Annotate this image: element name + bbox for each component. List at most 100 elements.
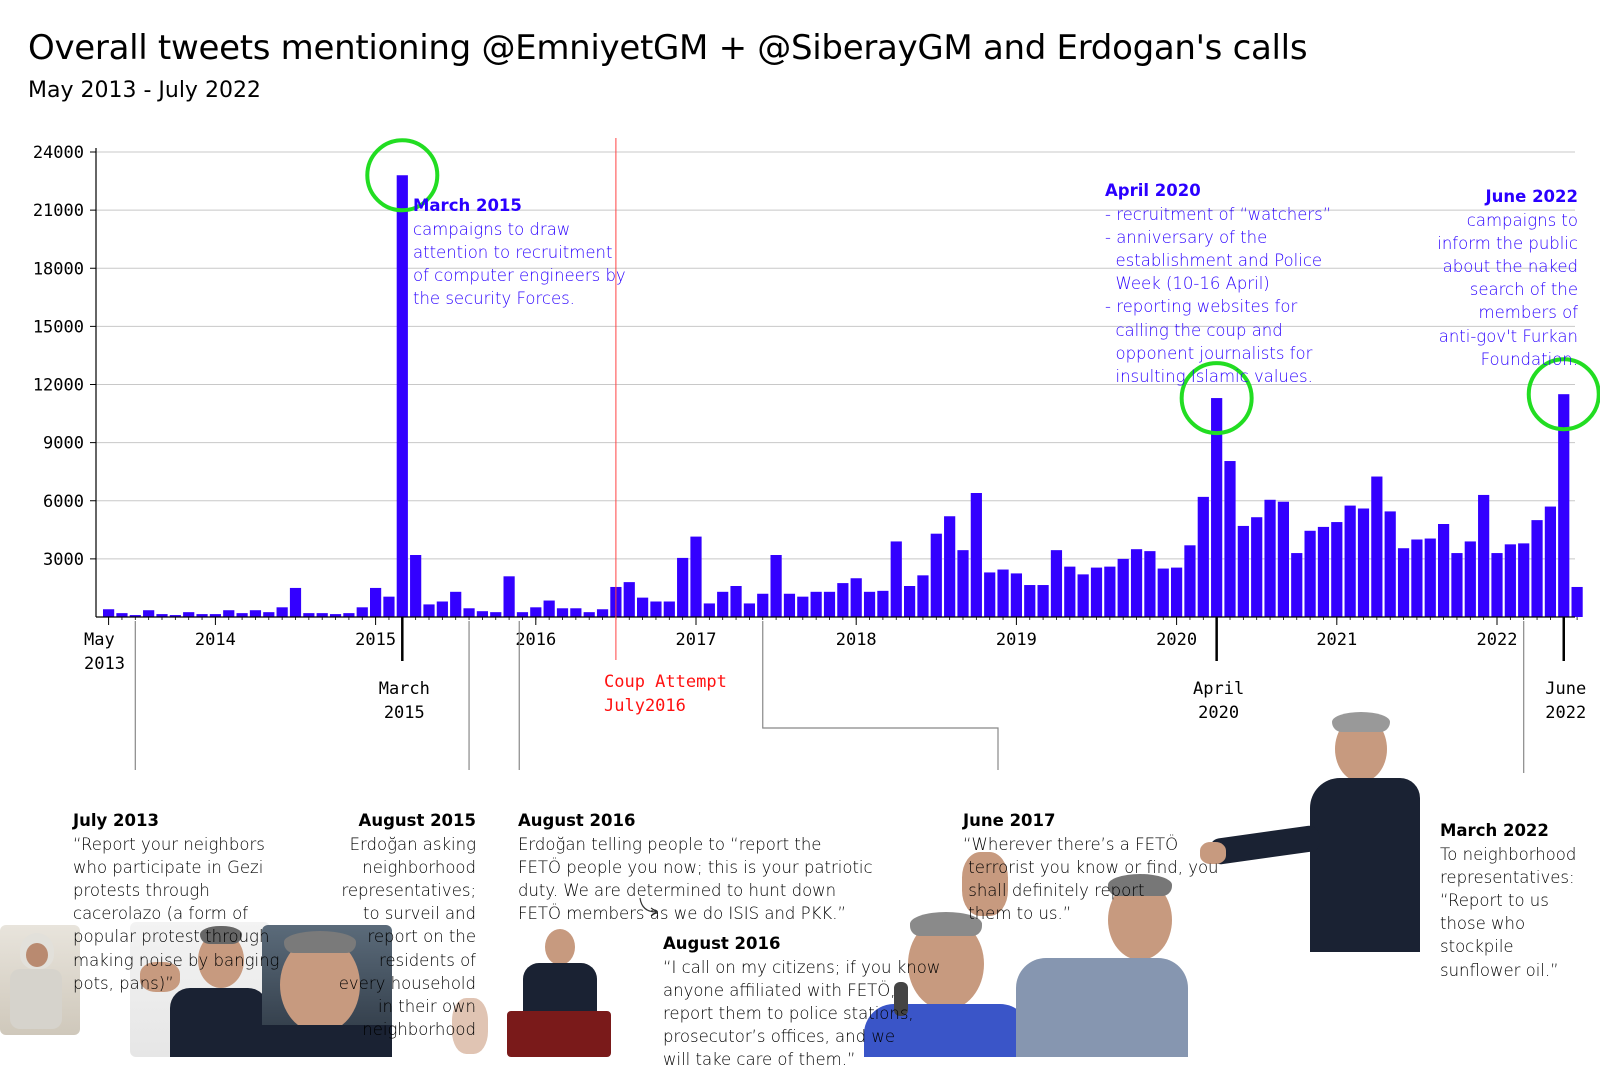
annotation-head: June 2022 (1485, 187, 1579, 207)
bar (1157, 568, 1169, 617)
x-tick-label-line: 2014 (195, 630, 236, 650)
bar (997, 569, 1009, 617)
highlight-label-line: 2022 (1545, 703, 1586, 723)
bar (837, 583, 849, 617)
bar (1397, 548, 1410, 617)
bar (1117, 558, 1129, 617)
highlight-circle (1526, 357, 1600, 432)
bar (890, 541, 902, 617)
bar (543, 600, 555, 617)
bar (930, 533, 942, 617)
bar (877, 590, 889, 617)
bar (1384, 511, 1396, 617)
bar (209, 614, 221, 617)
bar (1451, 553, 1463, 617)
bar (1491, 553, 1503, 617)
bar (1090, 567, 1103, 617)
bar (503, 576, 515, 617)
x-tick-label: 2020 (1156, 630, 1197, 650)
bar (530, 607, 542, 617)
highlight-label: April 2020 (1193, 679, 1244, 723)
bar (663, 601, 675, 617)
bar (1544, 506, 1556, 617)
annotation-body: “I call on my citizens; if you know anyo… (663, 957, 941, 1070)
annotation-body: Erdoğan telling people to “report the FE… (518, 834, 873, 924)
bar (383, 596, 395, 617)
bar (1371, 476, 1383, 617)
bar (169, 615, 181, 617)
annotation-june-2017: June 2017 “Wherever there’s a FETÖ terror… (963, 763, 1219, 925)
bar (303, 613, 315, 617)
chart-subtitle: May 2013 - July 2022 (28, 78, 261, 103)
arrowhead-august-2016 (650, 907, 659, 917)
bar (1264, 499, 1276, 617)
bar (1344, 505, 1356, 617)
bar (450, 591, 462, 617)
bar (1424, 538, 1436, 617)
bar (1571, 586, 1583, 617)
bar (1518, 543, 1530, 617)
bar (370, 587, 382, 617)
bar (863, 591, 876, 617)
annotation-body: campaigns to inform the public about the… (1437, 210, 1578, 369)
bar (1331, 522, 1343, 617)
highlight-label: March 2015 (379, 679, 430, 723)
annotation-june-2022: June 2022 campaigns to inform the public … (1437, 139, 1578, 371)
coup-attempt-label-line: July2016 (604, 696, 686, 716)
bar (757, 593, 769, 617)
gridlines (96, 151, 1575, 560)
x-tick-label: 2019 (996, 630, 1037, 650)
bar (236, 613, 248, 617)
x-tick-label: 2015 (355, 630, 396, 650)
annotation-head: August 2015 (358, 811, 476, 831)
highlight-label-line: April (1193, 679, 1244, 699)
bars (103, 175, 1583, 617)
photo-erdogan-clapping (130, 922, 270, 1057)
annotation-head: April 2020 (1105, 181, 1201, 201)
bar (637, 597, 649, 617)
bar (596, 609, 609, 617)
bar (436, 601, 448, 617)
x-tick-label-line: 2020 (1156, 630, 1197, 650)
bar (583, 612, 595, 617)
annotation-head: August 2016 (518, 811, 636, 831)
annotation-head: March 2022 (1440, 821, 1549, 841)
bar (396, 175, 408, 617)
bar (1478, 494, 1490, 617)
bar (1171, 567, 1183, 617)
annotation-body: - recruitment of “watchers” - anniversar… (1105, 204, 1332, 387)
bar (156, 614, 168, 617)
bar (143, 610, 155, 617)
bar (1438, 524, 1450, 617)
highlight-label-line: 2015 (384, 703, 425, 723)
y-tick-label: 6000 (43, 492, 84, 512)
bar (743, 603, 755, 617)
bar (703, 603, 715, 617)
bar (1504, 544, 1516, 617)
x-tick-label-line: 2015 (355, 630, 396, 650)
bar (944, 516, 956, 617)
x-tick-label-line: 2021 (1316, 630, 1357, 650)
x-tick-label-line: 2016 (515, 630, 556, 650)
arrow-august-2016 (639, 897, 657, 913)
bar (103, 609, 115, 617)
bar (1411, 539, 1423, 617)
bar (1211, 398, 1223, 617)
photo-fist (452, 998, 488, 1054)
bar (770, 555, 782, 617)
photo-woman-with-pot (0, 925, 80, 1035)
annotation-body: “Wherever there’s a FETÖ terrorist you k… (963, 834, 1219, 924)
annotation-body: “Report your neighbors who participate i… (73, 834, 280, 993)
bar (490, 612, 502, 617)
y-tick-label: 9000 (43, 434, 84, 454)
bar (823, 591, 836, 617)
bar (1277, 501, 1289, 617)
y-tick-label: 24000 (33, 143, 84, 163)
bar (516, 612, 529, 617)
annotation-july-2013: July 2013 “Report your neighbors who part… (73, 763, 279, 995)
x-tick-label: 2021 (1316, 630, 1357, 650)
bar (1037, 585, 1049, 617)
photo-erdogan-podium (503, 925, 613, 1057)
x-tick-label-line: 2017 (676, 630, 717, 650)
bar (129, 615, 141, 617)
